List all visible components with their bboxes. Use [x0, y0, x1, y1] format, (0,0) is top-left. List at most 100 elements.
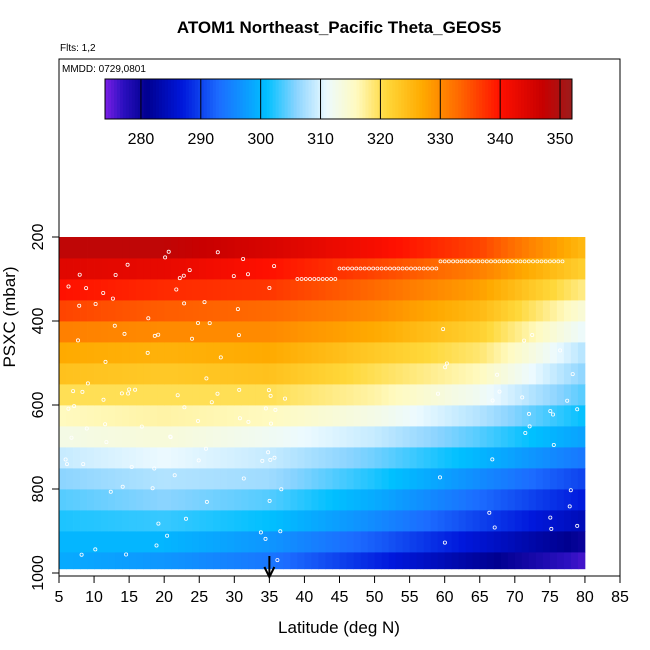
heatmap-cell — [437, 426, 446, 448]
heatmap-cell — [374, 258, 382, 280]
heatmap-cell — [297, 237, 305, 259]
heatmap-cell — [311, 237, 319, 259]
heatmap-cell — [136, 489, 144, 511]
heatmap-cell — [493, 384, 502, 406]
heatmap-cell — [563, 489, 572, 511]
profile-point — [383, 266, 388, 271]
heatmap-cell — [199, 489, 207, 511]
profile-point — [79, 552, 84, 557]
heatmap-cell — [143, 258, 151, 280]
heatmap-cell — [374, 426, 382, 448]
heatmap-cell — [346, 510, 354, 532]
heatmap-cell — [185, 447, 193, 469]
heatmap-cell — [507, 447, 516, 469]
heatmap-cell — [360, 531, 368, 553]
chart-title: ATOM1 Northeast_Pacific Theta_GEOS5 — [177, 18, 501, 37]
heatmap-cell — [507, 405, 516, 427]
heatmap-cell — [444, 237, 453, 259]
x-tick-label: 50 — [366, 589, 384, 606]
heatmap-cell — [304, 384, 312, 406]
profile-point — [565, 398, 570, 403]
profile-point — [189, 336, 194, 341]
profile-point — [354, 266, 359, 271]
colorbar-swatch — [452, 79, 456, 119]
colorbar-swatch — [293, 79, 298, 119]
heatmap-cell — [234, 489, 242, 511]
heatmap-cell — [297, 300, 305, 322]
heatmap-cell — [150, 321, 158, 343]
heatmap-cell — [563, 258, 572, 280]
heatmap-cell — [374, 405, 382, 427]
heatmap-cell — [227, 237, 235, 259]
heatmap-cell — [514, 321, 523, 343]
heatmap-cell — [493, 258, 502, 280]
heatmap-cell — [556, 447, 565, 469]
heatmap-cell — [206, 237, 214, 259]
heatmap-cell — [416, 321, 425, 343]
heatmap-cell — [346, 552, 354, 570]
heatmap-cell — [87, 279, 95, 301]
heatmap-cell — [388, 552, 396, 570]
heatmap-cell — [206, 321, 214, 343]
colorbar-swatch — [380, 79, 384, 119]
heatmap-cell — [430, 258, 439, 280]
heatmap-cell — [500, 405, 509, 427]
heatmap-cell — [514, 258, 523, 280]
heatmap-cell — [276, 552, 284, 570]
heatmap-cell — [59, 300, 67, 322]
heatmap-cell — [122, 384, 130, 406]
heatmap-cell — [115, 468, 123, 490]
heatmap-cell — [220, 300, 228, 322]
heatmap-cell — [472, 552, 481, 570]
colorbar-swatch — [395, 79, 399, 119]
heatmap-cell — [423, 237, 432, 259]
heatmap-cell — [311, 342, 319, 364]
heatmap-cell — [157, 489, 165, 511]
colorbar-swatch — [374, 79, 378, 119]
heatmap-cell — [437, 405, 446, 427]
heatmap-cell — [262, 300, 270, 322]
profile-point — [320, 277, 325, 281]
profile-point — [278, 529, 283, 534]
heatmap-cell — [213, 237, 221, 259]
heatmap-cell — [66, 279, 74, 301]
x-tick-label: 60 — [436, 589, 454, 606]
heatmap-cell — [423, 405, 432, 427]
heatmap-cell — [444, 531, 453, 553]
heatmap-cell — [269, 237, 277, 259]
heatmap-cell — [101, 510, 109, 532]
profile-point — [145, 350, 150, 355]
heatmap-cell — [227, 426, 235, 448]
heatmap-cell — [479, 531, 488, 553]
heatmap-cell — [563, 426, 572, 448]
heatmap-cell — [136, 363, 144, 385]
heatmap-cell — [206, 405, 214, 427]
heatmap-cell — [444, 405, 453, 427]
heatmap-cell — [395, 342, 404, 364]
profile-point — [129, 464, 134, 469]
profile-point — [156, 332, 161, 337]
heatmap-cell — [416, 237, 425, 259]
heatmap-cell — [311, 279, 319, 301]
heatmap-cell — [101, 384, 109, 406]
heatmap-cell — [444, 300, 453, 322]
heatmap-cell — [241, 300, 249, 322]
heatmap-cell — [262, 426, 270, 448]
heatmap-cell — [206, 279, 214, 301]
latitude-arrow-marker — [263, 556, 276, 580]
heatmap-cell — [220, 426, 228, 448]
heatmap-cell — [353, 300, 361, 322]
profile-point — [187, 268, 192, 273]
heatmap-cell — [262, 237, 270, 259]
colorbar-swatch — [230, 79, 235, 119]
heatmap-cell — [423, 489, 432, 511]
heatmap-cell — [402, 531, 411, 553]
profile-point — [575, 523, 580, 528]
profile-point — [101, 397, 106, 402]
profile-point — [413, 266, 418, 271]
heatmap-cell — [458, 321, 467, 343]
heatmap-cell — [276, 426, 284, 448]
heatmap-cell — [290, 321, 298, 343]
heatmap-cell — [255, 489, 263, 511]
heatmap-cell — [227, 468, 235, 490]
